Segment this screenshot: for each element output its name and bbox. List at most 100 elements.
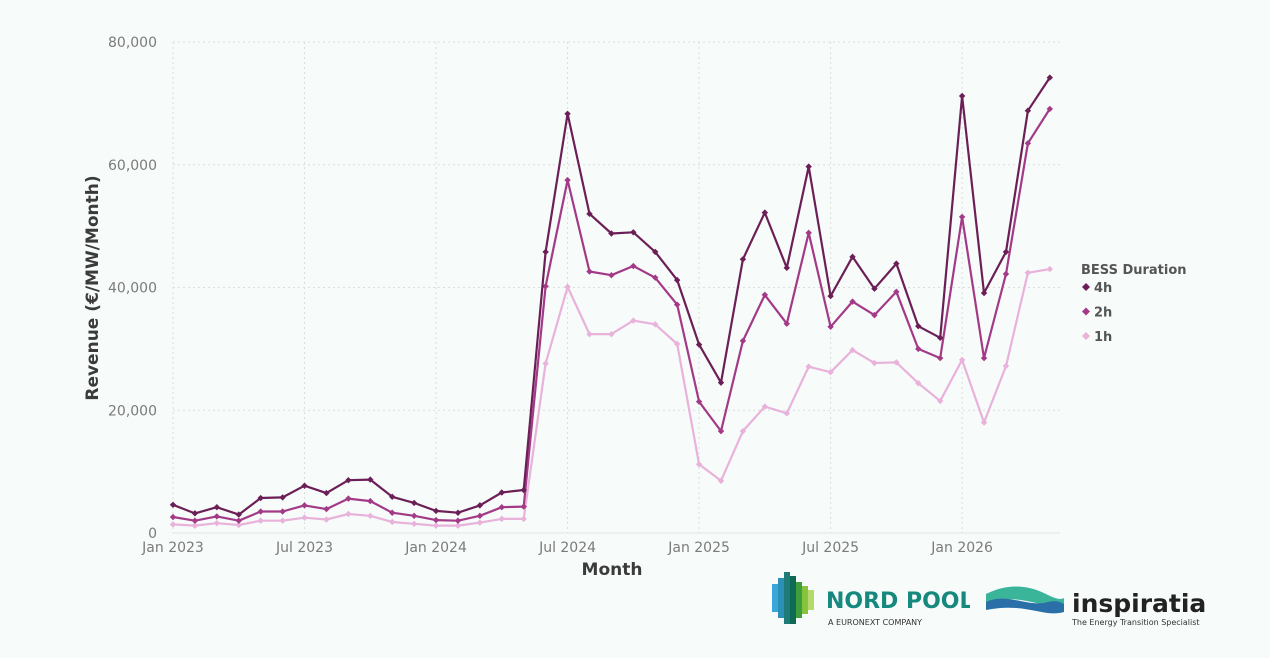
data-point xyxy=(213,513,221,520)
data-point xyxy=(257,508,264,515)
data-point xyxy=(410,512,418,520)
data-point xyxy=(1046,74,1053,81)
data-point xyxy=(1046,265,1053,273)
data-point xyxy=(389,509,396,516)
data-point xyxy=(345,510,352,518)
data-point xyxy=(652,321,659,328)
data-point xyxy=(717,427,725,435)
data-point xyxy=(761,403,769,410)
data-point xyxy=(169,521,177,528)
data-point xyxy=(432,516,440,524)
legend-title: BESS Duration xyxy=(1081,263,1187,278)
data-point xyxy=(476,512,484,520)
data-point xyxy=(871,285,878,292)
data-point xyxy=(915,380,922,387)
data-point xyxy=(849,253,856,261)
data-point xyxy=(958,92,966,100)
nord-pool-name: NORD POOL xyxy=(826,589,970,614)
data-point xyxy=(213,519,221,527)
legend-marker-4h xyxy=(1082,283,1090,291)
data-point xyxy=(564,283,571,291)
y-tick-label: 20,000 xyxy=(108,403,157,419)
data-point xyxy=(827,368,834,376)
data-point xyxy=(805,363,812,370)
data-point xyxy=(323,505,330,513)
y-tick-label: 0 xyxy=(148,526,157,542)
data-point xyxy=(1024,269,1032,276)
data-point xyxy=(695,341,703,348)
data-point xyxy=(673,276,681,284)
x-tick-label: Jan 2023 xyxy=(141,540,204,556)
data-point xyxy=(608,272,615,279)
axis-ticks: 0 20,000 40,000 60,000 80,000 Jan 2023 Jul 202… xyxy=(108,35,993,556)
data-point xyxy=(367,497,374,505)
data-point xyxy=(937,397,944,405)
legend-label-1h: 1h xyxy=(1094,330,1112,345)
data-point xyxy=(191,510,199,517)
data-point xyxy=(564,176,571,184)
data-point xyxy=(432,507,440,515)
data-point xyxy=(783,410,790,417)
data-point xyxy=(498,489,505,496)
data-point xyxy=(279,517,286,524)
y-tick-label: 40,000 xyxy=(108,281,157,297)
data-point xyxy=(520,515,527,523)
data-point xyxy=(630,229,637,236)
data-point xyxy=(673,301,681,308)
data-point xyxy=(980,289,988,297)
data-point xyxy=(739,256,747,263)
x-axis-title: Month xyxy=(582,560,643,580)
data-point xyxy=(673,340,681,348)
data-point xyxy=(235,521,242,529)
series-4h xyxy=(169,74,1053,518)
data-point xyxy=(827,323,834,330)
data-point xyxy=(345,495,352,502)
data-point xyxy=(520,486,527,494)
data-point xyxy=(761,291,769,299)
legend-label-4h: 4h xyxy=(1094,281,1112,296)
nord-pool-mark-icon xyxy=(772,572,814,624)
data-point xyxy=(761,209,769,216)
data-point xyxy=(915,345,922,353)
data-point xyxy=(608,330,615,338)
y-tick-label: 80,000 xyxy=(108,35,157,51)
series-1h xyxy=(169,265,1053,529)
data-point xyxy=(915,322,922,330)
series-lines xyxy=(169,74,1053,529)
data-point xyxy=(958,213,966,221)
data-point xyxy=(498,504,505,511)
data-point xyxy=(783,264,790,272)
data-point xyxy=(980,419,988,426)
legend: BESS Duration 4h 2h 1h xyxy=(1081,263,1187,345)
y-axis-title: Revenue (€/MW/Month) xyxy=(83,175,103,400)
data-point xyxy=(608,230,615,237)
data-point xyxy=(542,248,549,256)
data-point xyxy=(586,268,593,275)
legend-marker-2h xyxy=(1082,307,1090,316)
data-point xyxy=(454,517,462,524)
data-point xyxy=(323,516,330,523)
data-point xyxy=(937,334,944,342)
data-point xyxy=(564,110,571,118)
data-point xyxy=(739,337,747,345)
data-point xyxy=(542,360,549,367)
inspiratia-subtitle: The Energy Transition Specialist xyxy=(1071,618,1200,627)
inspiratia-wave-icon xyxy=(986,586,1064,614)
data-point xyxy=(849,346,856,354)
data-point xyxy=(301,514,308,521)
data-point xyxy=(498,515,505,523)
data-point xyxy=(717,477,725,485)
data-point xyxy=(652,248,659,256)
data-point xyxy=(586,210,593,218)
data-point xyxy=(1002,270,1010,278)
data-point xyxy=(454,522,462,529)
data-point xyxy=(257,494,264,502)
data-point xyxy=(805,229,812,237)
data-point xyxy=(191,517,199,524)
data-point xyxy=(958,356,966,364)
data-point xyxy=(235,511,242,518)
nord-pool-logo: NORD POOL A EURONEXT COMPANY xyxy=(772,572,970,627)
x-tick-label: Jan 2024 xyxy=(404,540,467,556)
x-tick-label: Jul 2025 xyxy=(801,540,859,556)
data-point xyxy=(652,274,659,281)
